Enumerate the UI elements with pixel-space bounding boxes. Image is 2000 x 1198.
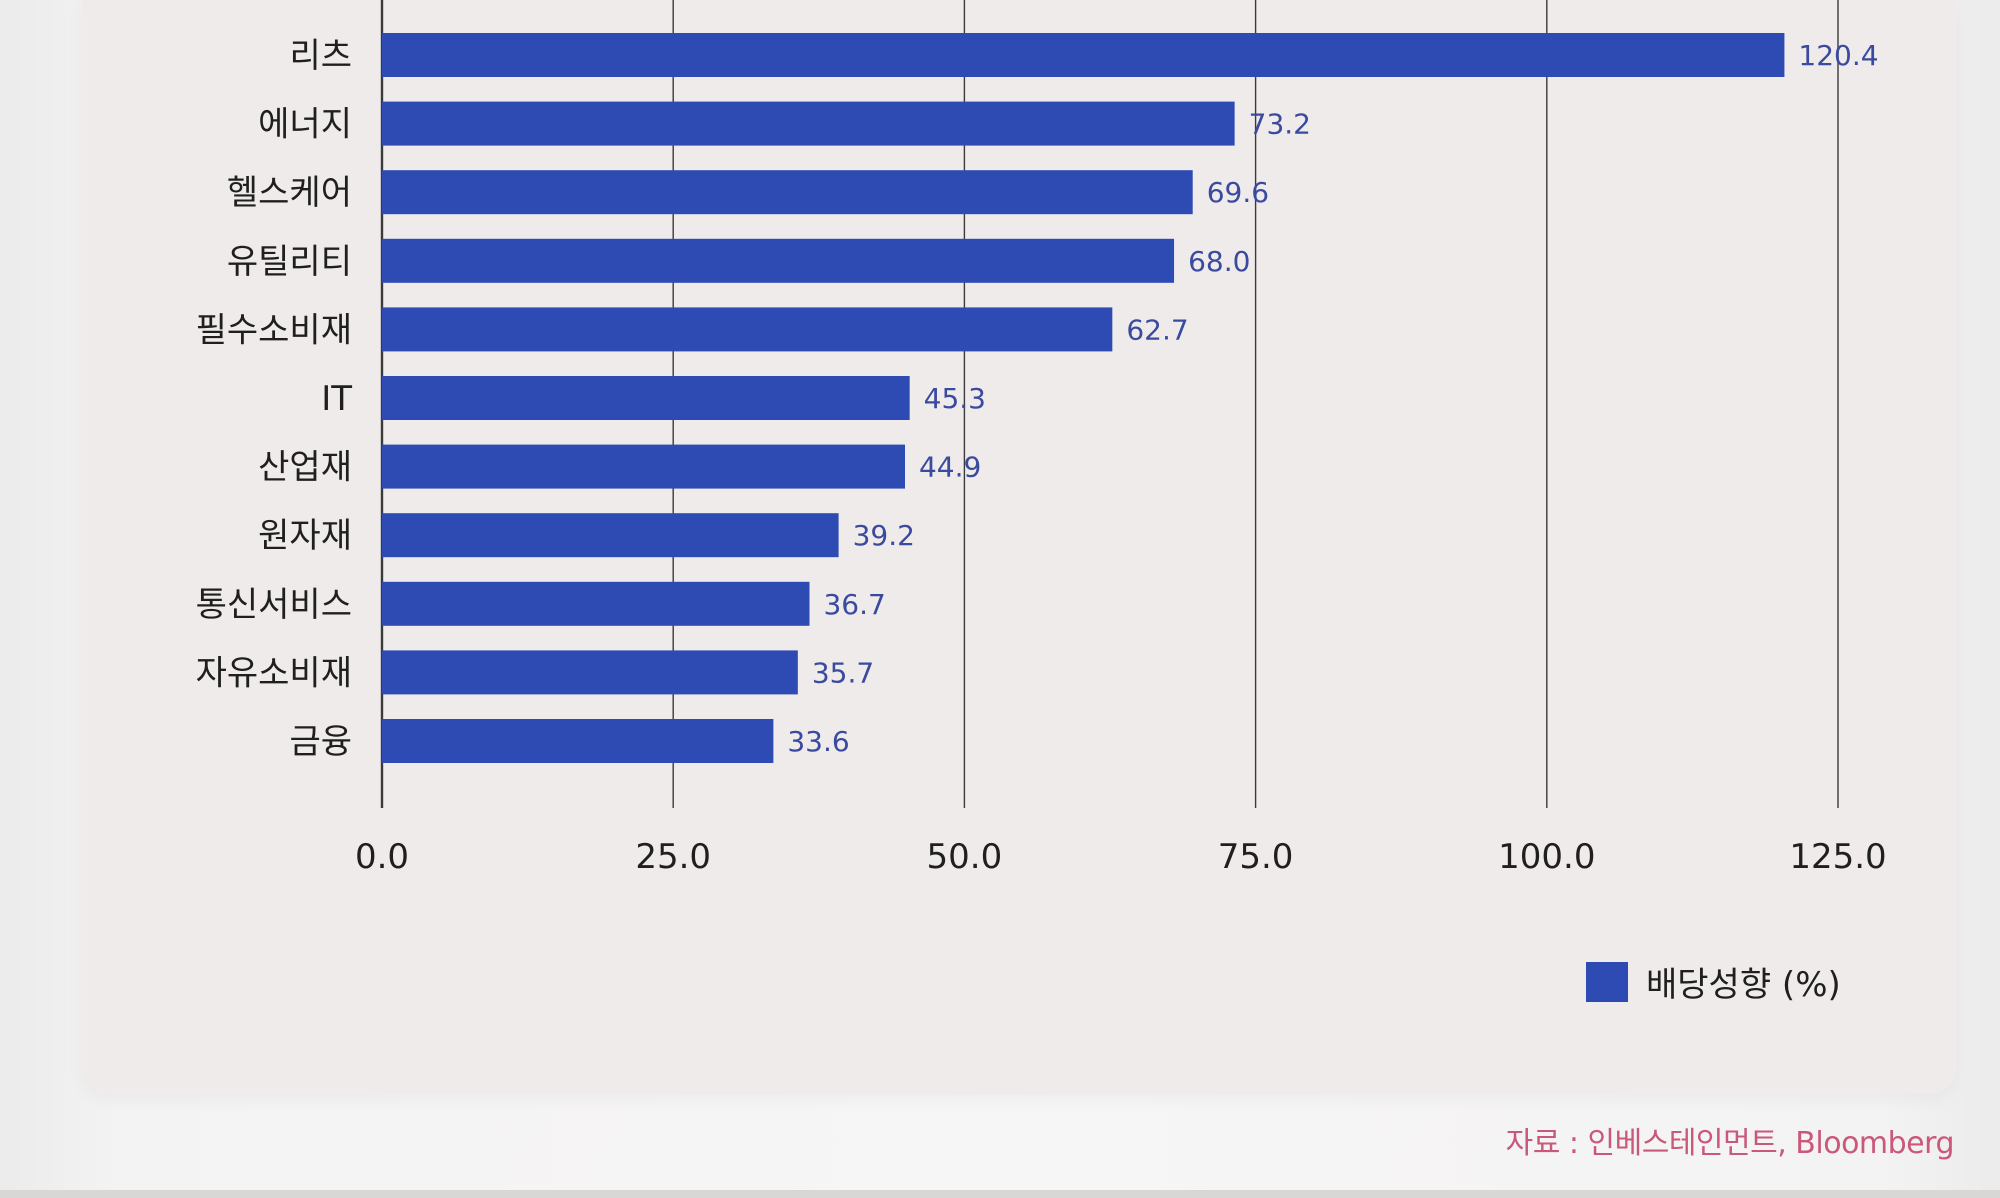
value-label: 33.6 <box>787 725 849 758</box>
bar-chart: 0.0 25.0 50.0 75.0 100.0 125.0 리츠 120.4 에너지 73.2 헬… <box>196 0 1887 1005</box>
category-label: 산업재 <box>258 448 352 488</box>
value-label: 120.4 <box>1798 39 1878 72</box>
bar <box>382 376 910 420</box>
category-label: 금융 <box>289 722 352 762</box>
value-label: 35.7 <box>812 656 874 689</box>
value-label: 36.7 <box>823 588 885 621</box>
value-label: 44.9 <box>919 451 981 484</box>
value-label: 73.2 <box>1249 108 1311 141</box>
x-tick-label: 125.0 <box>1789 837 1886 877</box>
category-label: 헬스케어 <box>227 173 352 213</box>
bar <box>382 33 1785 77</box>
value-label: 45.3 <box>924 382 986 415</box>
bar <box>382 444 905 489</box>
bar <box>382 650 798 695</box>
legend-label: 배당성향 (%) <box>1646 965 1841 1005</box>
source-note: 자료 : 인베스테인먼트, Bloomberg <box>1505 1126 1955 1161</box>
bar <box>382 513 839 558</box>
page-edge <box>0 1190 2000 1198</box>
bar <box>382 101 1235 146</box>
category-label: 원자재 <box>258 516 352 556</box>
category-label: 필수소비재 <box>196 310 352 350</box>
category-label: 자유소비재 <box>196 653 352 693</box>
category-label: 유틸리티 <box>227 242 352 282</box>
value-label: 62.7 <box>1126 313 1188 346</box>
value-label: 69.6 <box>1207 176 1269 209</box>
legend-swatch <box>1586 962 1628 1002</box>
x-tick-label: 100.0 <box>1498 837 1595 877</box>
value-label: 39.2 <box>853 519 915 552</box>
category-label: 통신서비스 <box>196 585 352 625</box>
bar <box>382 170 1193 215</box>
category-label: IT <box>321 379 352 419</box>
x-tick-label: 25.0 <box>635 837 711 877</box>
bar <box>382 238 1175 283</box>
category-label: 리츠 <box>289 36 352 76</box>
x-tick-label: 75.0 <box>1218 837 1294 877</box>
bar <box>382 719 774 763</box>
value-label: 68.0 <box>1188 245 1250 278</box>
x-tick-label: 0.0 <box>355 837 409 877</box>
category-label: 에너지 <box>258 105 352 145</box>
bar <box>382 307 1113 352</box>
x-tick-label: 50.0 <box>927 837 1003 877</box>
bar <box>382 581 810 626</box>
